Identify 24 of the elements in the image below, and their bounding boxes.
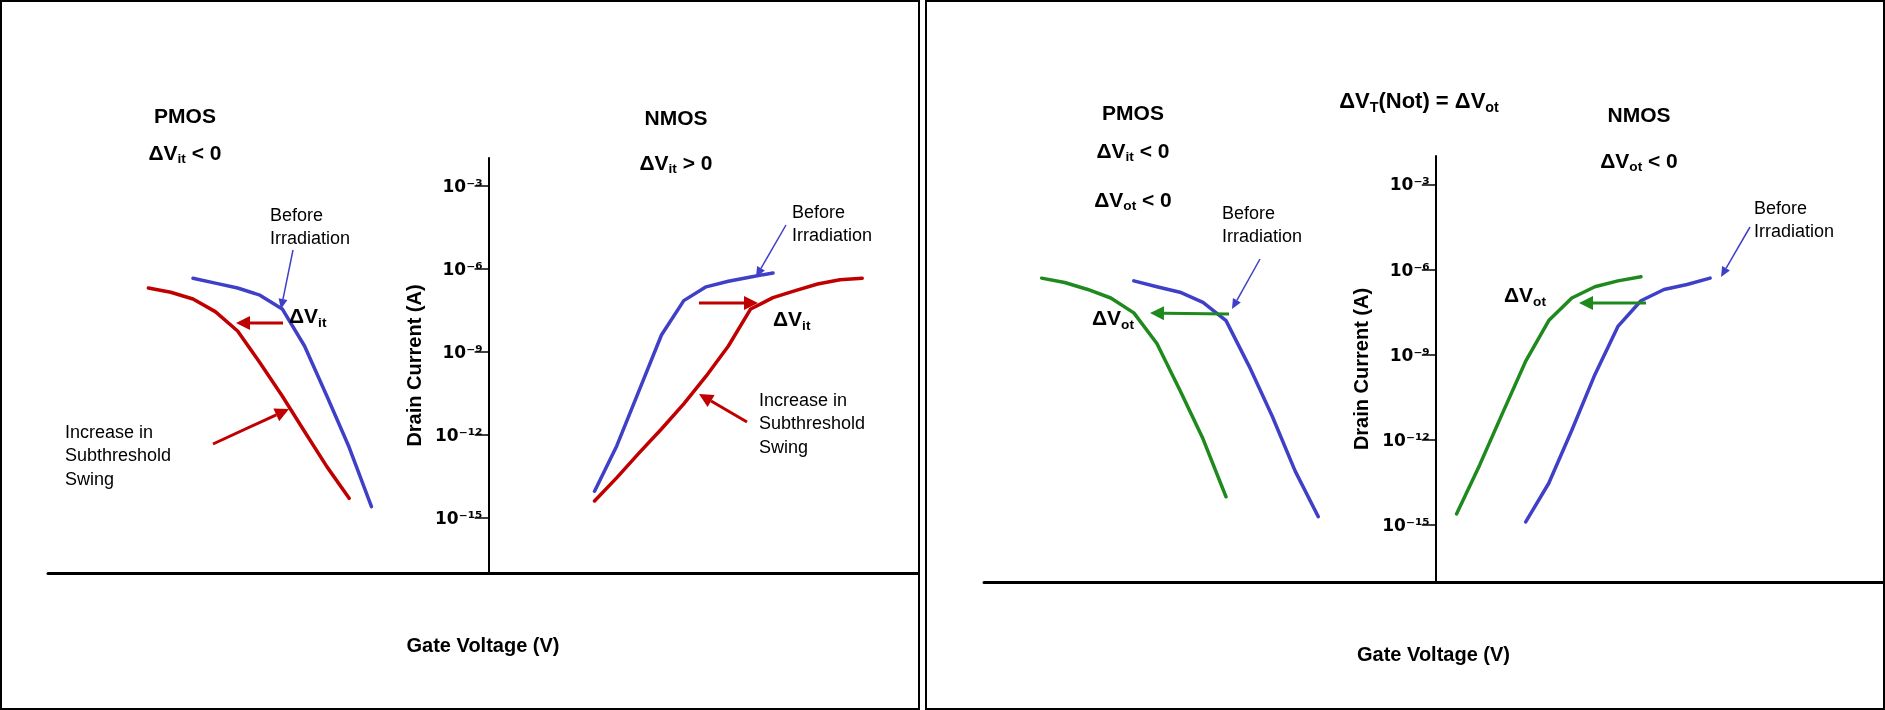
y-tick-label: 10⁻³ — [442, 175, 483, 196]
annotation: Before Irradiation — [792, 201, 873, 246]
annotation: Increase in Subthreshold Swing — [759, 389, 871, 457]
text: PMOS — [1102, 100, 1164, 124]
text: PMOS — [154, 103, 216, 127]
y-tick-label: 10⁻⁶ — [1389, 259, 1430, 280]
y-tick-label: 10⁻³ — [1389, 174, 1430, 195]
y-tick-label: 10⁻¹⁵ — [1382, 515, 1430, 536]
annotation: Before Irradiation — [1754, 197, 1835, 242]
x-axis-title: Gate Voltage (V) — [406, 634, 560, 656]
y-axis-title: Drain Current (A) — [1350, 287, 1373, 451]
y-axis-title: Drain Current (A) — [403, 284, 426, 447]
annotation: Increase in Subthreshold Swing — [65, 421, 177, 489]
annotation: Before Irradiation — [270, 204, 351, 249]
y-tick-label: 10⁻¹⁵ — [435, 507, 483, 528]
y-tick-label: 10⁻⁶ — [442, 258, 483, 279]
annotation: Before Irradiation — [1222, 202, 1303, 247]
text: NMOS — [644, 105, 708, 129]
y-tick-label: 10⁻¹² — [1382, 430, 1430, 450]
text: NMOS — [1607, 102, 1671, 126]
x-axis-title: Gate Voltage (V) — [1357, 643, 1510, 665]
y-tick-label: 10⁻⁹ — [442, 341, 483, 362]
y-tick-label: 10⁻¹² — [435, 424, 483, 445]
y-tick-label: 10⁻⁹ — [1389, 344, 1430, 365]
